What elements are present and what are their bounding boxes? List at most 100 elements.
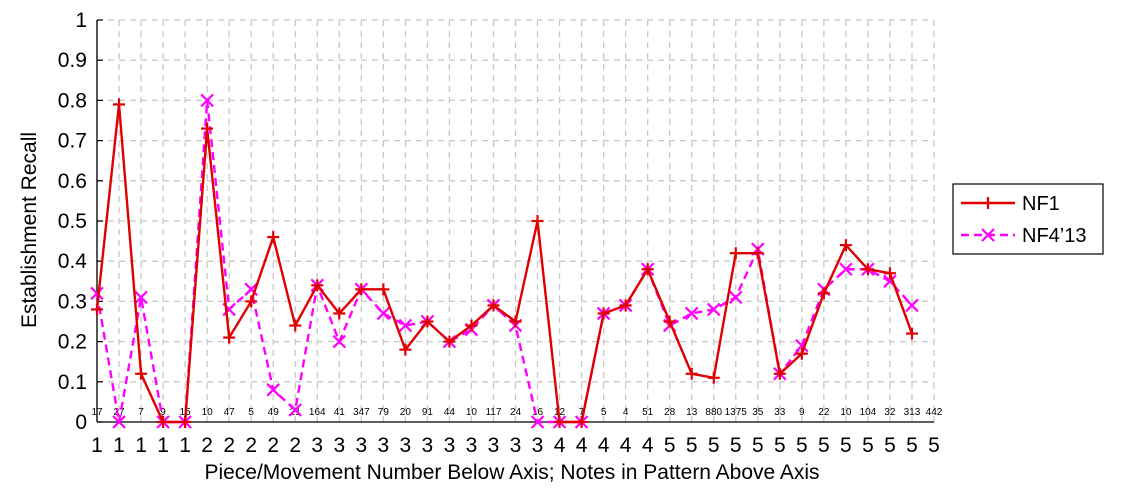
pattern-note-label: 104 xyxy=(860,407,877,418)
x-tick-label: 1 xyxy=(91,434,103,457)
y-axis-label: Establishment Recall xyxy=(18,132,41,328)
pattern-note-label: 13 xyxy=(686,407,698,418)
x-tick-label: 4 xyxy=(554,434,566,457)
data-point xyxy=(91,303,103,316)
y-tick-label: 0.2 xyxy=(58,331,87,354)
data-point xyxy=(377,283,390,296)
data-point xyxy=(288,403,303,417)
data-point xyxy=(685,367,698,380)
data-point xyxy=(905,298,919,313)
pattern-note-label: 880 xyxy=(705,407,722,418)
data-point xyxy=(817,287,830,300)
legend-label: NF4’13 xyxy=(1022,225,1086,247)
pattern-note-label: 17 xyxy=(91,407,103,418)
data-point xyxy=(113,98,126,111)
pattern-note-label: 49 xyxy=(268,407,280,418)
pattern-note-label: 33 xyxy=(774,407,786,418)
data-point xyxy=(487,299,500,312)
x-tick-label: 2 xyxy=(201,434,213,457)
data-point xyxy=(201,122,214,135)
data-point xyxy=(663,315,676,328)
pattern-note-label: 4 xyxy=(623,407,629,418)
data-point xyxy=(707,371,720,384)
pattern-note-label: 79 xyxy=(378,407,390,418)
series xyxy=(90,93,919,429)
data-point xyxy=(333,307,346,320)
x-tick-label: 3 xyxy=(400,434,412,457)
x-axis-label: Piece/Movement Number Below Axis; Notes … xyxy=(204,461,819,484)
x-tick-label: 5 xyxy=(774,434,786,457)
pattern-note-label: 10 xyxy=(466,407,478,418)
y-tick-label: 0.6 xyxy=(58,170,87,193)
pattern-note-label: 32 xyxy=(884,407,896,418)
x-tick-label: 5 xyxy=(664,434,676,457)
pattern-note-label: 10 xyxy=(840,407,852,418)
y-tick-label: 0.3 xyxy=(58,290,87,313)
x-tick-label: 5 xyxy=(928,434,940,457)
pattern-note-label: 28 xyxy=(664,407,676,418)
data-point xyxy=(531,215,544,227)
pattern-note-label: 27 xyxy=(113,407,125,418)
data-point xyxy=(729,247,742,260)
x-tick-label: 3 xyxy=(488,434,500,457)
y-tick-label: 0.8 xyxy=(58,89,87,112)
data-point xyxy=(289,319,302,332)
data-point xyxy=(553,416,566,428)
x-tick-label: 2 xyxy=(289,434,301,457)
x-tick-label: 3 xyxy=(422,434,434,457)
data-point xyxy=(134,290,148,305)
data-point xyxy=(905,327,918,340)
data-point xyxy=(311,279,324,292)
series-nf1 xyxy=(91,98,918,428)
data-point xyxy=(575,416,588,428)
x-tick-label: 3 xyxy=(532,434,544,457)
x-tick-label: 5 xyxy=(862,434,874,457)
data-point xyxy=(530,415,545,429)
x-tick-label: 1 xyxy=(113,434,125,457)
data-point xyxy=(751,247,764,260)
data-point xyxy=(112,415,126,429)
x-tick-label: 5 xyxy=(906,434,918,457)
data-point xyxy=(684,306,699,321)
data-point xyxy=(399,343,412,356)
pattern-note-label: 41 xyxy=(334,407,346,418)
data-point xyxy=(597,307,610,320)
y-tick-label: 1 xyxy=(75,9,87,32)
x-tick-label: 2 xyxy=(223,434,235,457)
x-tick-label: 5 xyxy=(884,434,896,457)
data-point xyxy=(839,262,853,277)
data-point xyxy=(706,302,721,317)
data-point xyxy=(839,239,852,252)
x-tick-label: 5 xyxy=(796,434,808,457)
y-tick-label: 0.4 xyxy=(58,250,88,273)
pattern-note-label: 5 xyxy=(248,407,254,418)
data-point xyxy=(728,290,743,305)
x-tick-label: 1 xyxy=(135,434,147,457)
legend-marker xyxy=(982,197,994,209)
y-tick-label: 0.5 xyxy=(58,210,87,233)
data-point xyxy=(376,306,391,321)
data-point xyxy=(223,331,236,344)
pattern-note-label: 20 xyxy=(400,407,412,418)
x-tick-label: 3 xyxy=(377,434,389,457)
data-point xyxy=(200,93,214,108)
legend-box xyxy=(952,183,1104,255)
pattern-note-label: 47 xyxy=(224,407,236,418)
pattern-note-label: 7 xyxy=(579,407,585,418)
data-point xyxy=(795,347,808,360)
pattern-note-label: 5 xyxy=(601,407,607,418)
x-tick-label: 3 xyxy=(311,434,323,457)
x-tick-label: 5 xyxy=(708,434,720,457)
data-point xyxy=(157,416,170,428)
pattern-note-label: 91 xyxy=(422,407,434,418)
pattern-note-label: 21 xyxy=(290,407,302,418)
pattern-note-label: 9 xyxy=(799,407,805,418)
x-tick-label: 1 xyxy=(157,434,169,457)
x-tick-label: 3 xyxy=(333,434,345,457)
pattern-note-label: 10 xyxy=(202,407,214,418)
data-point xyxy=(883,267,896,280)
data-point xyxy=(465,319,478,332)
pattern-note-label: 313 xyxy=(904,407,921,418)
data-point xyxy=(443,335,456,348)
